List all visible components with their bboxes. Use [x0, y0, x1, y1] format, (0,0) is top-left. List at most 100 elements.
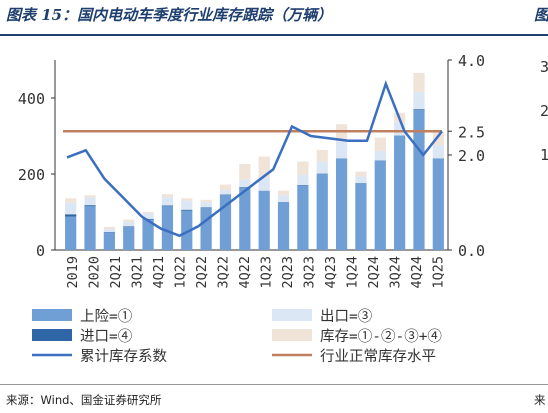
bar-3-14 — [335, 124, 348, 142]
bar-1-16 — [374, 150, 386, 161]
cumulative-inventory-line — [66, 80, 443, 238]
bar-3-5 — [161, 194, 174, 198]
bar-1-19 — [432, 145, 444, 159]
bar-3-19 — [432, 131, 444, 146]
bar-1-13 — [316, 161, 328, 174]
x-label-2020: 2020 — [86, 256, 102, 289]
bar-3-2 — [103, 226, 115, 230]
bar-3-3 — [123, 219, 135, 222]
legend-swatch-1 — [272, 309, 312, 321]
bar-0-2 — [103, 232, 115, 250]
bar-0-9 — [239, 187, 251, 250]
bar-1-7 — [200, 202, 212, 208]
right-tick-label-2-5: 2.5 — [458, 123, 485, 141]
x-label-2Q23: 2Q23 — [280, 256, 296, 289]
bar-1-18 — [413, 91, 425, 110]
bar-0-18 — [413, 109, 425, 251]
bar-2-1 — [84, 205, 96, 207]
bar-3-7 — [200, 199, 212, 203]
legend-label-4: 累计库存系数 — [80, 348, 167, 365]
bar-1-12 — [297, 174, 309, 186]
bar-1-10 — [258, 177, 270, 191]
bar-2-5 — [161, 205, 174, 207]
inventory-chart: 0 200 400 0.0 2.0 2.5 4.0 2019 2020 2Q21 3Q21 4Q2… — [18, 52, 548, 365]
source-rule — [0, 384, 548, 385]
bar-3-13 — [316, 150, 328, 162]
bar-1-14 — [335, 141, 348, 159]
x-label-3Q21: 3Q21 — [129, 256, 145, 289]
bar-1-0 — [65, 202, 77, 215]
lines — [63, 80, 443, 238]
legend-label-0: 上险=① — [80, 308, 132, 325]
legend-label-1: 出口=③ — [320, 308, 372, 325]
bar-0-17 — [394, 136, 406, 250]
clipped-tick-1: 1 — [540, 146, 548, 164]
bar-3-4 — [142, 212, 154, 214]
legend-swatch-3 — [272, 329, 312, 341]
x-label-2019: 2019 — [65, 256, 81, 289]
bar-0-3 — [123, 227, 135, 250]
bar-0-15 — [355, 183, 367, 250]
bar-0-5 — [161, 206, 174, 250]
title-rule — [0, 34, 548, 36]
x-axis-labels: 2019 2020 2Q21 3Q21 4Q21 1Q22 2Q22 3Q22 4Q22 1Q23… — [65, 256, 447, 289]
right-tick-label-4-0: 4.0 — [458, 52, 485, 70]
right-tick-label-2-0: 2.0 — [458, 147, 485, 165]
legend-label-5: 行业正常库存水平 — [320, 348, 436, 365]
bar-1-15 — [355, 176, 367, 184]
left-tick-label-400: 400 — [18, 90, 45, 108]
bar-2-6 — [181, 209, 193, 211]
left-axis: 0 200 400 — [18, 60, 56, 260]
legend-swatch-2 — [32, 329, 72, 341]
figure-title: 图表 15：国内电动车季度行业库存跟踪（万辆） — [6, 6, 333, 24]
bar-3-16 — [374, 137, 386, 151]
figure-title-clipped: 图 — [534, 6, 548, 24]
bar-3-9 — [239, 164, 251, 180]
bar-3-11 — [277, 190, 290, 196]
bar-1-8 — [219, 189, 232, 195]
x-label-2Q24: 2Q24 — [366, 256, 382, 289]
source-note-clipped: 来 — [534, 393, 546, 407]
bar-1-4 — [142, 213, 154, 219]
bar-1-17 — [394, 122, 406, 136]
x-label-3Q22: 3Q22 — [215, 256, 231, 289]
x-label-2Q22: 2Q22 — [194, 256, 210, 289]
bar-0-13 — [316, 174, 328, 250]
bar-0-10 — [258, 191, 270, 250]
bar-2-7 — [200, 207, 212, 209]
x-label-1Q25: 1Q25 — [430, 256, 446, 289]
left-tick-label-200: 200 — [18, 166, 45, 184]
bar-0-7 — [200, 208, 212, 250]
bar-0-6 — [181, 210, 193, 250]
bar-1-9 — [239, 179, 251, 187]
bar-0-14 — [335, 158, 348, 250]
bars — [65, 72, 444, 251]
bar-0-0 — [65, 216, 77, 250]
bar-1-1 — [84, 197, 96, 206]
bar-0-19 — [432, 158, 444, 250]
x-label-2Q21: 2Q21 — [108, 256, 124, 289]
bar-2-0 — [65, 214, 77, 217]
clipped-tick-3: 3 — [540, 58, 548, 76]
right-clipped-ticks: 3 2 1 — [540, 58, 548, 164]
x-label-1Q22: 1Q22 — [172, 256, 188, 289]
bar-0-12 — [297, 185, 309, 250]
bar-2-2 — [103, 232, 115, 233]
bar-2-3 — [123, 226, 135, 228]
x-label-3Q24: 3Q24 — [387, 256, 403, 289]
bar-1-3 — [123, 221, 135, 227]
bar-1-6 — [181, 200, 193, 210]
bar-1-5 — [161, 197, 174, 206]
legend: 上险=① 出口=③ 进口=④ 库存=①-②-③+④ 累计库存系数 行业正常库存水平 — [32, 308, 442, 365]
bar-3-15 — [355, 171, 367, 177]
bar-3-1 — [84, 195, 96, 198]
left-tick-label-0: 0 — [36, 242, 45, 260]
x-label-1Q24: 1Q24 — [344, 256, 360, 289]
bar-3-8 — [219, 184, 232, 190]
bar-0-11 — [277, 202, 290, 250]
x-label-4Q22: 4Q22 — [237, 256, 253, 289]
bar-1-11 — [277, 195, 290, 203]
bar-3-18 — [413, 72, 425, 92]
x-label-1Q23: 1Q23 — [258, 256, 274, 289]
bar-3-6 — [181, 198, 193, 201]
